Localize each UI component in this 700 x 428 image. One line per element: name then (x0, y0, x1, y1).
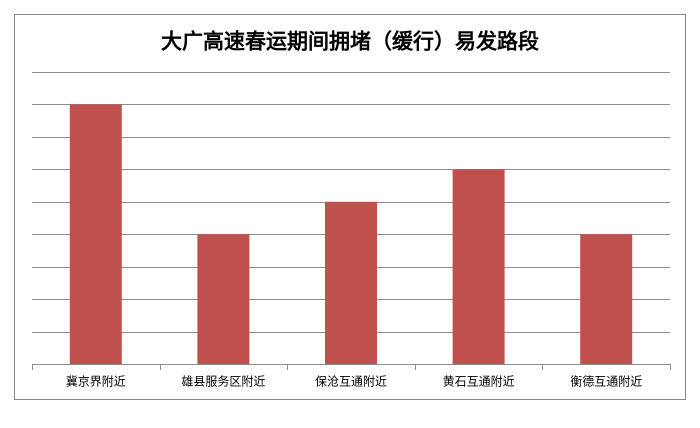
bar (197, 234, 250, 364)
chart-title: 大广高速春运期间拥堵（缓行）易发路段 (161, 29, 539, 54)
x-tick-label: 冀京界附近 (66, 375, 126, 389)
x-tick-label: 黄石互通附近 (443, 375, 515, 389)
x-tick-label: 衡德互通附近 (570, 374, 642, 389)
bar (325, 201, 377, 364)
bar (452, 169, 505, 364)
bar (580, 234, 633, 364)
x-tick-label: 雄县服务区附近 (181, 374, 265, 389)
x-tick-label: 保沧互通附近 (315, 374, 387, 389)
bar (69, 104, 122, 364)
